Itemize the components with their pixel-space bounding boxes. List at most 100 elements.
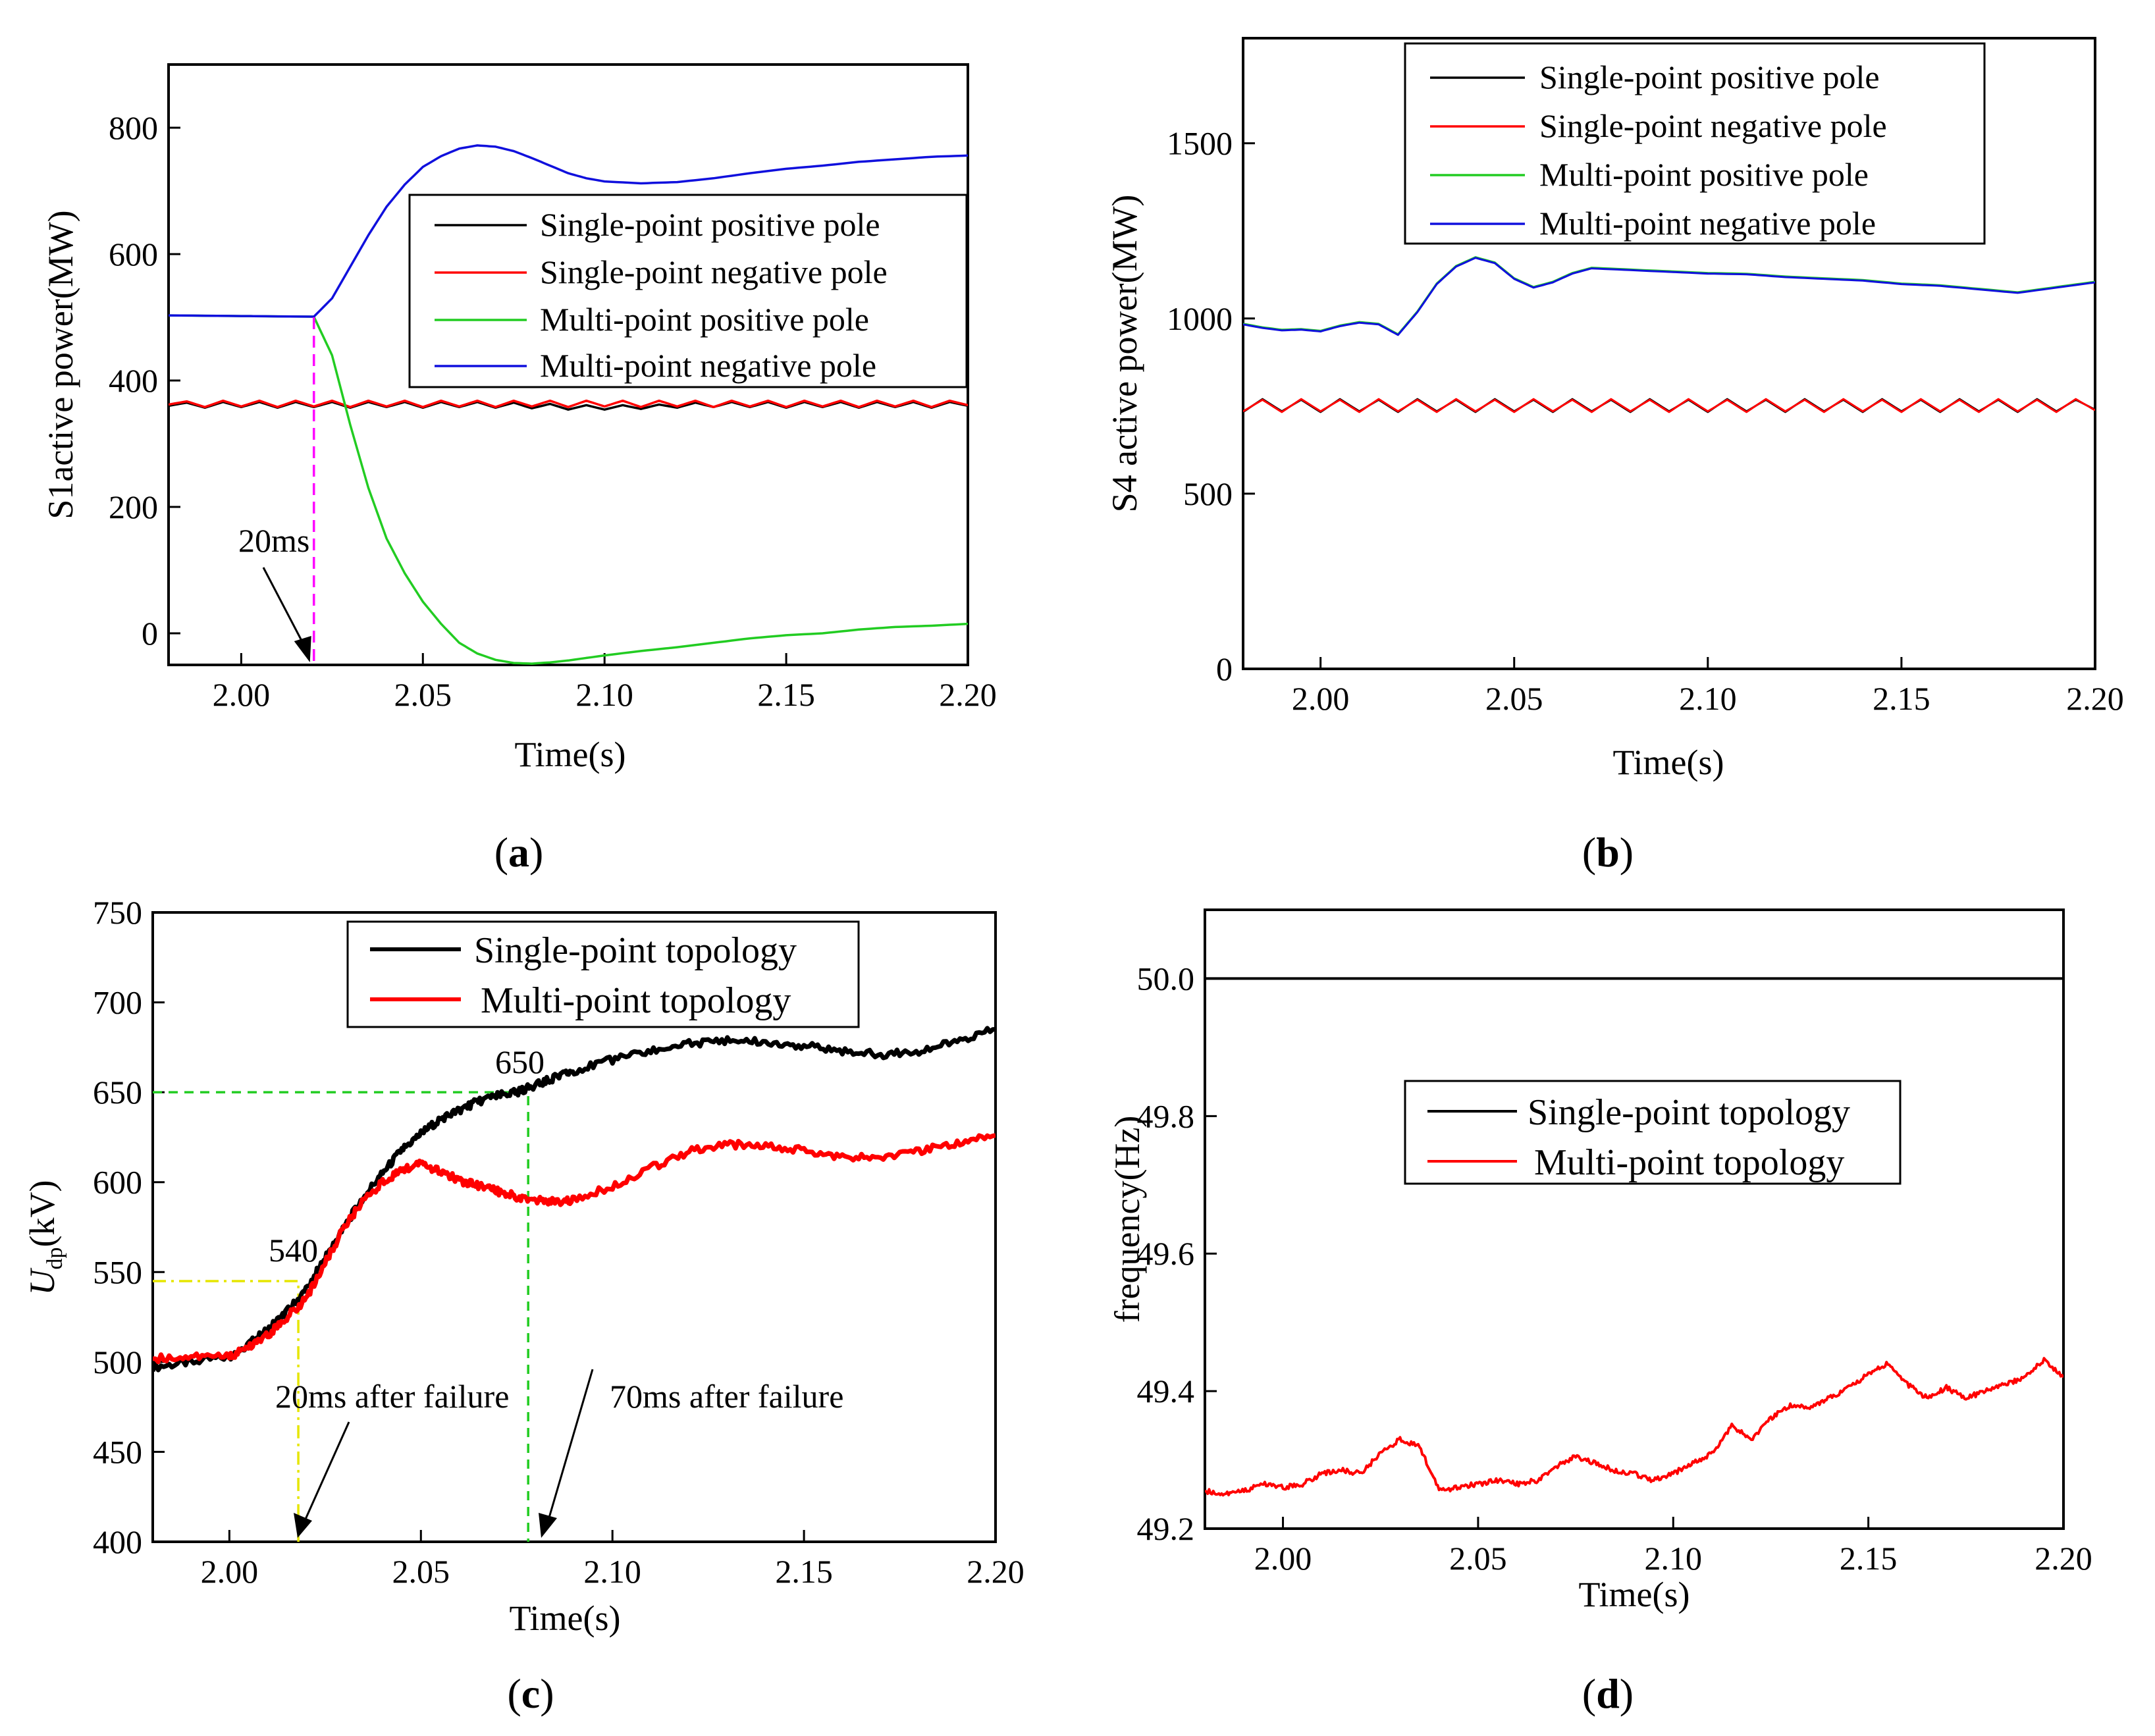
panel-c-legend-label-0: Single-point topology — [474, 930, 797, 971]
panel-a-ytick-label-0: 0 — [142, 615, 158, 652]
panel-c-ytick-label-4: 600 — [93, 1164, 142, 1201]
panel-b-legend-label-3: Multi-point negative pole — [1539, 205, 1876, 242]
panel-c-ytick-label-6: 700 — [93, 984, 142, 1021]
panel-b-xtick-label-4: 2.20 — [2066, 680, 2124, 717]
panel-d-ytick-label-3: 49.8 — [1137, 1097, 1195, 1134]
panel-c-legend-label-1: Multi-point topology — [481, 980, 791, 1021]
panel-b-series-2 — [1243, 256, 2095, 336]
panel-b-series — [1243, 256, 2095, 413]
panel-c-ylabel-main: U — [22, 1267, 62, 1295]
panel-a-series — [169, 144, 968, 665]
panel-c-ylabel: Udp(kV) — [22, 1180, 67, 1296]
panel-c-xtick-label-0: 2.00 — [201, 1553, 259, 1590]
panel-b-legend-label-0: Single-point positive pole — [1539, 59, 1880, 95]
panel-b-xtick-label-1: 2.05 — [1485, 680, 1543, 717]
panel-d-ylabel: frequency(Hz) — [1107, 1116, 1147, 1323]
panel-c-xtick-label-3: 2.15 — [775, 1553, 833, 1590]
panel-a-label: (a) — [494, 829, 544, 876]
panel-a-ytick-label-3: 600 — [109, 236, 158, 273]
panel-a-xtick-label-1: 2.05 — [394, 676, 452, 713]
panel-a-xtick-label-3: 2.15 — [757, 676, 815, 713]
panel-c-ylabel-sub: dp — [43, 1247, 67, 1269]
panel-b-legend-label-1: Single-point negative pole — [1539, 107, 1887, 144]
panel-b-series-3 — [1243, 257, 2095, 336]
panel-c-xtick-label-2: 2.10 — [583, 1553, 641, 1590]
panel-c-series-1 — [153, 1133, 996, 1365]
panel-d-xtick-label-3: 2.15 — [1840, 1540, 1898, 1577]
panel-b-ytick-label-3: 1500 — [1167, 125, 1233, 162]
panel-c-ytick-label-1: 450 — [93, 1433, 142, 1470]
panel-b-xtick-label-0: 2.00 — [1292, 680, 1350, 717]
panel-a-legend-box — [408, 194, 968, 388]
panel-c-label: (c) — [507, 1670, 554, 1717]
panel-c-arrowhead-70 — [539, 1513, 557, 1538]
panel-b-xtick-label-2: 2.10 — [1679, 680, 1737, 717]
panel-d-xlabel: Time(s) — [1578, 1575, 1689, 1614]
panel-c-series — [153, 1026, 996, 1373]
panel-c-grid-ticks: 2.00 2.05 2.10 2.15 2.20 400 450 500 550 600 650 70… — [93, 894, 1024, 1590]
panel-d-ytick-label-2: 49.6 — [1137, 1235, 1195, 1272]
panel-a-legend-label-0: Single-point positive pole — [540, 206, 880, 243]
panel-d-grid-ticks: 2.00 2.05 2.10 2.15 2.20 49.2 49.4 49.6 49.8 50.0 — [1137, 960, 2092, 1577]
panel-c-ylabel-unit: (kV) — [22, 1180, 62, 1248]
panel-d-ytick-label-1: 49.4 — [1137, 1373, 1195, 1409]
panel-c-xtick-label-4: 2.20 — [967, 1553, 1024, 1590]
panel-c-arrow-20 — [303, 1421, 350, 1523]
panel-b-xlabel: Time(s) — [1612, 743, 1724, 782]
panel-b-ytick-label-2: 1000 — [1167, 300, 1233, 337]
panel-a-ytick-label-1: 200 — [109, 488, 158, 525]
panel-c-ytick-label-2: 500 — [93, 1344, 142, 1381]
panel-b-xtick-label-3: 2.15 — [1873, 680, 1930, 717]
panel-a-legend-label-2: Multi-point positive pole — [540, 301, 869, 338]
panel-d-ytick-label-0: 49.2 — [1137, 1510, 1195, 1547]
panel-c-failure-label-70: 70ms after failure — [610, 1378, 843, 1415]
panel-b-ytick-label-0: 0 — [1216, 650, 1233, 687]
panel-d-ytick-label-4: 50.0 — [1137, 960, 1195, 997]
panel-d: 2.00 2.05 2.10 2.15 2.20 49.2 49.4 49.6 49.8 50.0… — [1107, 908, 2092, 1717]
panel-a-xlabel: Time(s) — [514, 735, 625, 774]
panel-a-grid-ticks: 2.00 2.05 2.10 2.15 2.20 0 200 400 600 800 — [109, 109, 997, 713]
panel-c-legend: Single-point topology Multi-point topolo… — [346, 920, 860, 1028]
panel-c-xlabel: Time(s) — [509, 1598, 620, 1638]
panel-a-ytick-label-2: 400 — [109, 362, 158, 399]
panel-c-ytick-label-3: 550 — [93, 1253, 142, 1290]
panel-a-ytick-label-4: 800 — [109, 109, 158, 146]
panel-a-xtick-label-0: 2.00 — [213, 676, 271, 713]
panel-c-ytick-label-5: 650 — [93, 1074, 142, 1111]
panel-d-label-letter: d — [1596, 1670, 1620, 1717]
panel-a-plot-frame — [167, 63, 969, 666]
panel-c-value-label-low: 540 — [269, 1232, 318, 1269]
panel-d-series-1 — [1205, 1357, 2063, 1497]
panel-b-grid-ticks: 2.00 2.05 2.10 2.15 2.20 0 500 1000 1500 — [1167, 125, 2124, 717]
panel-a-annotation-arrow — [262, 567, 306, 647]
panel-b-ytick-label-1: 500 — [1183, 475, 1233, 512]
panel-a-xtick-label-2: 2.10 — [575, 676, 633, 713]
panel-a-series-1 — [169, 399, 968, 409]
panel-c-ytick-label-7: 750 — [93, 894, 142, 931]
panel-a-legend: Single-point positive pole Single-point … — [408, 194, 968, 388]
panel-b-legend: Single-point positive pole Single-point … — [1404, 42, 1986, 245]
panel-d-legend-label-1: Multi-point topology — [1534, 1142, 1844, 1183]
panel-a-legend-label-3: Multi-point negative pole — [540, 347, 876, 384]
panel-c-ylabel-text: Udp(kV) — [22, 1180, 67, 1296]
panel-b-plot-frame — [1242, 37, 2096, 670]
panel-a-series-2 — [169, 314, 968, 665]
panel-c-value-label-high: 650 — [495, 1043, 545, 1080]
panel-c-plot-frame — [151, 911, 997, 1543]
panel-c-guide-high — [153, 1091, 529, 1542]
panel-a: 2.00 2.05 2.10 2.15 2.20 0 200 400 600 800 20ms S… — [41, 63, 997, 876]
panel-a-annotation-label: 20ms — [238, 522, 309, 559]
panel-b-ylabel: S4 active power(MW) — [1105, 195, 1144, 513]
panel-a-series-3 — [169, 144, 968, 318]
panel-d-xtick-label-0: 2.00 — [1254, 1540, 1312, 1577]
panel-b-label-letter: b — [1596, 829, 1620, 876]
panel-b-series-1 — [1243, 398, 2095, 413]
panel-c-legend-box — [346, 920, 860, 1028]
panel-a-annotation-arrowhead — [294, 636, 311, 662]
panel-c-arrowhead-20 — [294, 1513, 312, 1538]
panel-d-xtick-label-1: 2.05 — [1449, 1540, 1507, 1577]
panel-b: 2.00 2.05 2.10 2.15 2.20 0 500 1000 1500 Single-… — [1105, 37, 2124, 876]
panel-d-xtick-label-4: 2.20 — [2035, 1540, 2092, 1577]
panel-c-failure-label-20: 20ms after failure — [275, 1378, 509, 1415]
